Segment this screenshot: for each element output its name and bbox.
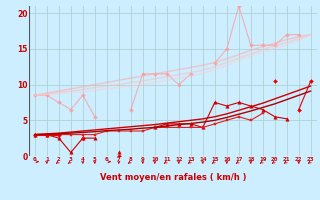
X-axis label: Vent moyen/en rafales ( km/h ): Vent moyen/en rafales ( km/h ) [100, 174, 246, 182]
